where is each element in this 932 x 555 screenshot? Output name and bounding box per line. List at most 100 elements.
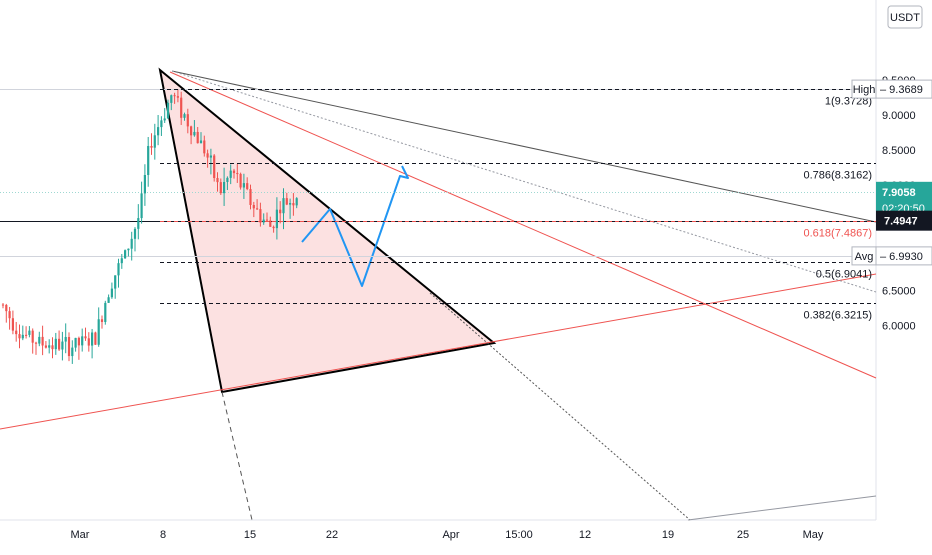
fan-line-dark[interactable] xyxy=(171,70,877,223)
candle-body-76 xyxy=(252,205,255,209)
candle-body-42 xyxy=(140,193,143,219)
price-tag-high[interactable]: High – 9.3689 xyxy=(851,79,932,99)
time-tick-0: Mar xyxy=(71,529,90,541)
fan-line-dotted-1[interactable] xyxy=(171,70,877,293)
candle-body-65 xyxy=(216,178,219,183)
candle-body-74 xyxy=(246,183,249,190)
candle-body-16 xyxy=(54,338,57,350)
candles xyxy=(1,89,298,364)
candle-body-17 xyxy=(58,338,61,350)
time-axis-ticks: Mar 8 15 22 Apr 15:00 12 19 25 May xyxy=(71,529,824,541)
candle-body-27 xyxy=(91,332,94,346)
candle-body-43 xyxy=(143,175,146,194)
fib-label-1: 0.786(8.3162) xyxy=(804,170,873,182)
candle-body-6 xyxy=(21,334,24,339)
candle-body-2 xyxy=(8,311,11,319)
candle-body-86 xyxy=(285,198,288,205)
candle-body-64 xyxy=(213,155,216,179)
candle-body-34 xyxy=(114,275,117,289)
candle-body-81 xyxy=(269,220,272,227)
candle-body-7 xyxy=(25,334,28,336)
currency-label: USDT xyxy=(890,12,920,24)
price-tag-avg[interactable]: Avg – 6.9930 xyxy=(851,246,932,266)
price-tick-1: 9.0000 xyxy=(882,110,916,122)
price-tick-5: 6.0000 xyxy=(882,321,916,333)
candle-body-44 xyxy=(147,146,150,176)
candle-body-75 xyxy=(249,189,252,206)
candle-body-0 xyxy=(1,304,5,306)
candle-body-8 xyxy=(28,330,31,335)
candle-body-66 xyxy=(219,182,222,194)
candle-body-10 xyxy=(34,342,38,344)
time-tick-9: May xyxy=(803,529,824,541)
tag-value: – 6.9930 xyxy=(880,251,923,263)
fan-line-dotted-2[interactable] xyxy=(429,292,691,521)
time-tick-4: Apr xyxy=(442,529,459,541)
candle-body-3 xyxy=(11,318,14,331)
candle-body-26 xyxy=(87,338,90,346)
fib-label-4: 0.382(6.3215) xyxy=(804,310,873,322)
candle-body-80 xyxy=(265,219,269,221)
bottom-right-line[interactable] xyxy=(687,495,877,521)
candle-body-87 xyxy=(289,203,292,205)
candle-body-40 xyxy=(133,228,137,239)
candle-body-1 xyxy=(5,304,8,312)
candle-body-14 xyxy=(48,345,51,348)
candle-body-73 xyxy=(242,183,245,188)
candle-body-77 xyxy=(256,208,259,210)
candle-body-37 xyxy=(124,250,127,259)
fib-label-3: 0.5(6.9041) xyxy=(816,269,872,281)
candle-body-36 xyxy=(120,258,123,264)
candle-body-23 xyxy=(77,337,80,346)
current-price-value: 7.9058 xyxy=(882,187,916,199)
drawings-layer xyxy=(0,67,877,521)
candle-body-59 xyxy=(196,131,199,144)
candle-body-67 xyxy=(223,182,226,194)
triangle-pattern[interactable] xyxy=(158,67,497,394)
price-tag-black[interactable]: 7.4947 xyxy=(876,210,932,231)
candle-body-29 xyxy=(97,319,100,345)
candle-body-9 xyxy=(31,330,34,343)
horizontal-lines xyxy=(0,89,876,257)
candle-body-63 xyxy=(209,155,212,158)
time-tick-1: 8 xyxy=(160,529,166,541)
candle-body-22 xyxy=(74,337,77,348)
candle-body-4 xyxy=(15,330,18,335)
tag-value: – 9.3689 xyxy=(880,84,923,96)
candle-body-69 xyxy=(229,170,232,178)
candle-body-24 xyxy=(81,336,84,346)
currency-badge[interactable]: USDT xyxy=(887,5,923,29)
candle-body-31 xyxy=(104,302,107,322)
candle-body-47 xyxy=(157,127,160,136)
crosshair-price-value: 7.4947 xyxy=(884,216,918,228)
fan-line-red[interactable] xyxy=(169,71,877,379)
candle-body-41 xyxy=(137,218,140,229)
candle-body-78 xyxy=(259,209,262,223)
candle-body-5 xyxy=(18,334,21,339)
candle-body-45 xyxy=(150,146,153,148)
candle-body-33 xyxy=(110,288,113,298)
triangle-extension[interactable] xyxy=(221,391,253,521)
candle-body-56 xyxy=(186,114,189,127)
candle-body-84 xyxy=(279,209,282,214)
crosshair-price-box xyxy=(876,210,932,231)
time-tick-2: 15 xyxy=(244,529,256,541)
candle-body-21 xyxy=(71,347,74,357)
support-trendline[interactable] xyxy=(0,273,877,430)
candle-body-88 xyxy=(292,203,295,206)
fib-levels: 1(9.3728)0.786(8.3162)0.618(7.4867)0.5(6… xyxy=(160,89,876,322)
candle-body-35 xyxy=(117,263,120,276)
time-tick-8: 25 xyxy=(737,529,749,541)
candle-body-79 xyxy=(262,219,265,223)
candle-body-83 xyxy=(275,209,278,229)
candle-body-12 xyxy=(41,336,44,346)
candle-body-50 xyxy=(166,102,170,119)
time-tick-7: 19 xyxy=(662,529,674,541)
candle-body-32 xyxy=(107,297,110,303)
candle-body-71 xyxy=(236,173,239,175)
projection-path[interactable] xyxy=(301,165,409,287)
